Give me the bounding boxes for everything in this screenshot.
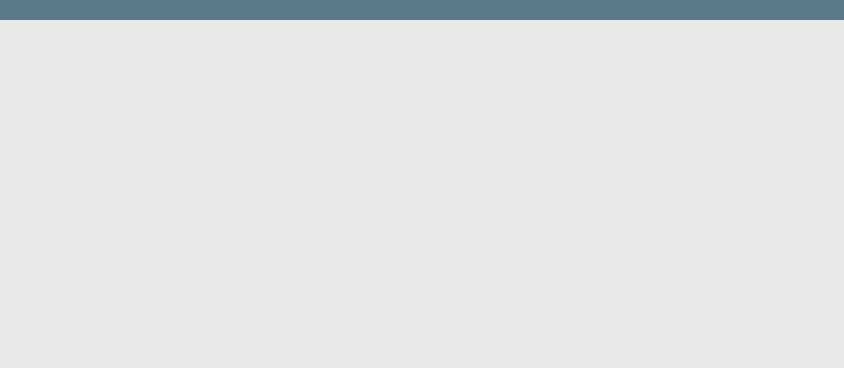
Text: test results in a P-value of 0.0862.: test results in a P-value of 0.0862. (10, 101, 225, 114)
FancyBboxPatch shape (365, 147, 479, 173)
Text: ◄►: ◄► (416, 155, 428, 164)
Text: Original claim. The mean pulse rate (in beats per minute) of a certain group of : Original claim. The mean pulse rate (in … (10, 75, 749, 88)
Text: C.  Reject H₀ because the P-value is less than or equal to α.: C. Reject H₀ because the P-value is less… (34, 304, 397, 318)
Text: A.  Fail to reject H₀ because the P-value is less than or equal to α.: A. Fail to reject H₀ because the P-value… (34, 231, 433, 244)
Text: State a conclusion about the null hypothesis. (Reject H₀ or fail to reject H₀.) : State a conclusion about the null hypoth… (27, 186, 718, 199)
Text: D.  Fail to reject H₀ because the P-value is greater than α.: D. Fail to reject H₀ because the P-value… (34, 341, 386, 354)
Text: Assume a significance level of α ≈ 0.1 and use the given information to complete: Assume a significance level of α ≈ 0.1 a… (10, 39, 673, 52)
Text: a.: a. (10, 186, 24, 199)
Text: B.  Reject H₀ because the P-value is greater than α.: B. Reject H₀ because the P-value is grea… (34, 268, 348, 281)
